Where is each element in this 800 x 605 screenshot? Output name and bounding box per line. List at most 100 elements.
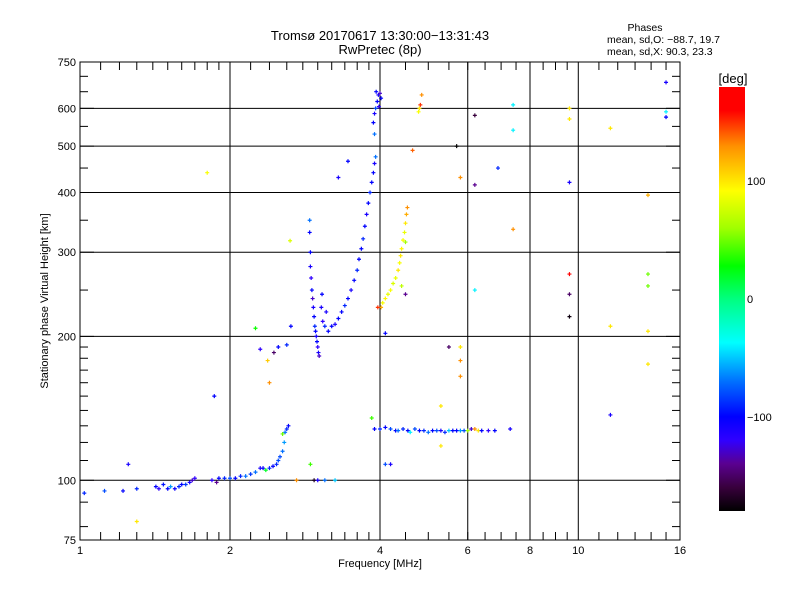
data-point <box>410 148 415 153</box>
data-point <box>403 240 408 245</box>
y-tick-label: 200 <box>58 331 76 343</box>
data-point <box>645 362 650 367</box>
y-tick-label: 75 <box>64 535 76 547</box>
data-point <box>417 106 422 111</box>
data-point <box>153 484 158 489</box>
data-point <box>608 126 613 131</box>
x-tick-label: 1 <box>77 545 83 557</box>
data-point <box>309 275 314 280</box>
data-point <box>567 106 572 111</box>
data-point <box>263 468 268 473</box>
data-point <box>402 230 407 235</box>
data-point <box>371 170 376 175</box>
data-point <box>209 478 214 483</box>
data-point <box>310 296 315 301</box>
data-point <box>315 345 320 350</box>
data-point <box>397 260 402 265</box>
data-point <box>359 246 364 251</box>
data-point <box>126 462 131 467</box>
data-point <box>288 324 293 329</box>
data-point <box>228 476 232 481</box>
data-point <box>567 180 572 185</box>
data-point <box>314 334 319 339</box>
data-point <box>134 519 139 524</box>
y-tick-label: 400 <box>58 187 76 199</box>
data-point <box>179 482 184 487</box>
x-axis-label: Frequency [MHz] <box>338 558 422 570</box>
data-point <box>309 288 314 293</box>
data-point <box>472 182 477 187</box>
data-point <box>405 428 410 433</box>
data-point <box>333 322 338 327</box>
colorbar-tick-label: 0 <box>747 294 753 306</box>
data-point <box>438 428 443 433</box>
data-point <box>446 428 451 433</box>
y-tick-label: 600 <box>58 103 76 115</box>
y-tick-label: 750 <box>58 57 76 69</box>
axis-ticks <box>80 61 680 541</box>
data-point <box>312 478 317 483</box>
stats-heading: Phases <box>627 22 662 34</box>
data-point <box>276 345 281 350</box>
data-point <box>372 111 377 116</box>
data-point <box>434 428 439 433</box>
data-point <box>375 305 380 310</box>
data-point <box>345 296 350 301</box>
data-point <box>274 462 279 467</box>
data-point <box>308 264 313 269</box>
colorbar-tick-label: 100 <box>747 176 765 188</box>
chart-subtitle: RwPretec (8p) <box>338 42 421 57</box>
x-tick-label: 4 <box>377 545 383 557</box>
data-point <box>121 488 126 493</box>
data-point <box>567 292 572 297</box>
data-point <box>608 412 613 417</box>
data-point <box>313 329 318 334</box>
data-point <box>378 427 382 432</box>
data-point <box>352 278 357 283</box>
data-point <box>165 486 170 491</box>
data-point <box>320 319 325 324</box>
data-point <box>645 283 650 288</box>
data-point <box>380 300 385 305</box>
data-point <box>472 427 477 432</box>
data-point <box>371 120 376 125</box>
data-point <box>326 329 331 334</box>
data-point <box>511 102 516 107</box>
data-point <box>336 316 341 321</box>
data-point <box>567 272 572 277</box>
data-point <box>192 476 197 481</box>
colorbar-tick-labels: 100 0 −100 <box>747 176 772 424</box>
data-point <box>412 427 417 432</box>
data-point <box>368 190 373 195</box>
data-point <box>375 99 380 104</box>
data-point <box>361 236 366 241</box>
data-point <box>372 132 377 137</box>
data-point <box>214 480 219 485</box>
data-point <box>319 305 324 310</box>
data-point <box>645 272 650 277</box>
data-point <box>391 281 396 286</box>
data-point <box>238 474 243 479</box>
colorbar-gradient <box>719 87 745 511</box>
data-point <box>383 331 388 336</box>
data-point <box>308 250 313 255</box>
data-point <box>458 358 463 363</box>
data-point <box>379 96 384 101</box>
data-point <box>479 428 484 433</box>
data-point <box>495 166 500 171</box>
data-point <box>176 484 181 489</box>
data-point <box>426 430 431 435</box>
data-point <box>267 380 272 385</box>
data-point <box>267 466 272 471</box>
data-point <box>398 253 403 258</box>
data-point <box>222 476 227 481</box>
data-point <box>492 428 497 433</box>
data-point <box>315 478 320 483</box>
data-point <box>458 374 463 379</box>
data-point <box>271 464 276 469</box>
plot-frame <box>79 61 681 541</box>
data-point <box>404 212 409 217</box>
data-point <box>383 425 388 430</box>
data-point <box>388 462 393 467</box>
